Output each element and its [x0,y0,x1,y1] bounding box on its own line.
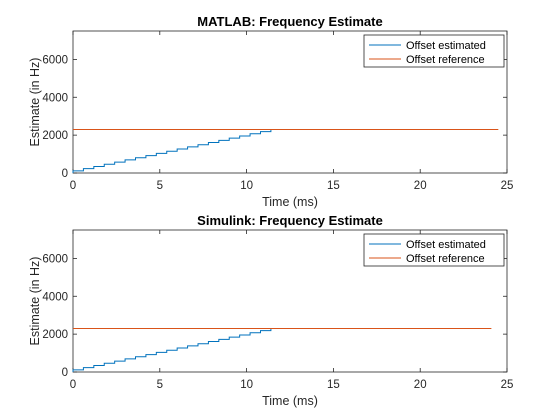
legend-entry-label: Offset reference [406,253,485,265]
x-tick-label: 0 [70,379,76,391]
x-axis-label: Time (ms) [262,394,318,408]
legend-entry-label: Offset estimated [406,239,486,251]
y-tick-label: 4000 [42,92,68,104]
legend-box [363,34,505,68]
y-axis-label: Estimate (in Hz) [28,58,42,147]
offset-estimated-line [72,128,282,173]
x-tick-label: 10 [240,180,253,192]
x-tick-label: 15 [327,180,340,192]
x-tick-label: 25 [501,379,514,391]
x-tick-label: 0 [70,180,76,192]
legend-entry-label: Offset reference [406,54,485,66]
plot-title: Simulink: Frequency Estimate [197,213,383,228]
y-tick-label: 6000 [42,253,68,265]
x-tick-label: 5 [157,180,163,192]
legend-entry-label: Offset estimated [406,40,486,52]
x-axis-label: Time (ms) [262,195,318,209]
y-axis-label: Estimate (in Hz) [28,257,42,346]
y-tick-label: 2000 [42,130,68,142]
legend-box [363,233,505,267]
legend: Offset estimated Offset reference [363,233,505,267]
matlab-frequency-plot: MATLAB: Frequency Estimate Time (ms) Est… [28,14,513,209]
x-tick-label: 20 [414,379,427,391]
y-tick-label: 0 [62,367,68,379]
x-tick-label: 20 [414,180,427,192]
x-tick-label: 10 [240,379,253,391]
plot-title: MATLAB: Frequency Estimate [197,14,382,29]
x-tick-label: 5 [157,379,163,391]
y-tick-label: 2000 [42,329,68,341]
x-tick-label: 15 [327,379,340,391]
y-tick-label: 6000 [42,54,68,66]
offset-estimated-line [72,327,282,372]
x-tick-label: 25 [501,180,514,192]
y-tick-label: 4000 [42,291,68,303]
y-tick-label: 0 [62,168,68,180]
legend: Offset estimated Offset reference [363,34,505,68]
simulink-frequency-plot: Simulink: Frequency Estimate Time (ms) E… [28,213,513,408]
